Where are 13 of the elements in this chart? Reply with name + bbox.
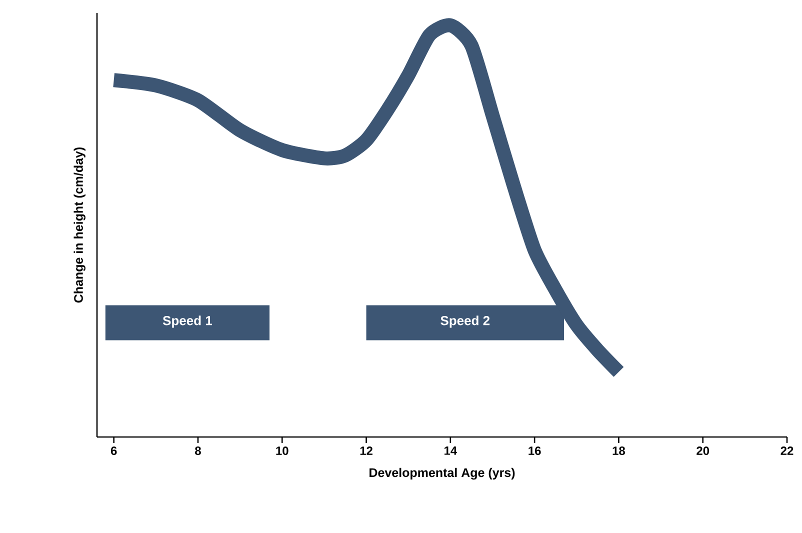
x-tick-label: 16 bbox=[528, 446, 541, 456]
y-axis-title: Change in height (cm/day) bbox=[74, 147, 86, 303]
x-tick-label: 8 bbox=[195, 446, 201, 456]
band-label: Speed 1 bbox=[162, 316, 212, 328]
x-tick-label: 6 bbox=[110, 446, 117, 456]
x-axis-title: Developmental Age (yrs) bbox=[370, 468, 515, 480]
x-tick-label: 20 bbox=[696, 446, 710, 456]
x-tick-label: 10 bbox=[276, 446, 288, 456]
band-label: Speed 2 bbox=[440, 316, 490, 328]
x-tick-label: 14 bbox=[444, 446, 458, 455]
x-tick-label: 12 bbox=[360, 446, 372, 455]
x-tick-label: 18 bbox=[612, 446, 626, 456]
x-tick-label: 22 bbox=[780, 446, 794, 455]
